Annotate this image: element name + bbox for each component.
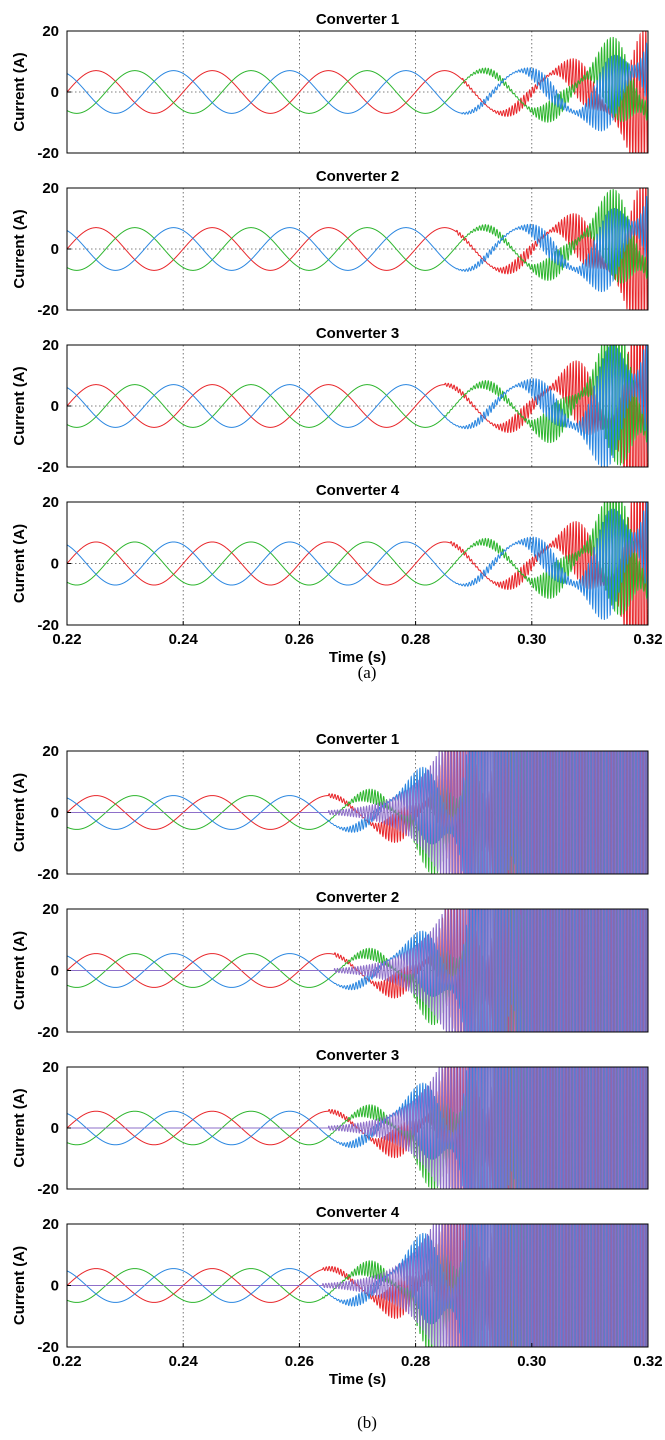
y-tick-label: -20 xyxy=(37,1024,59,1041)
y-tick-label: 0 xyxy=(51,1278,59,1295)
series-line xyxy=(67,31,648,153)
series-line xyxy=(67,189,648,284)
chart-panel: Converter 1 20 0 -20 Current (A) xyxy=(11,731,649,883)
y-axis-label: Current (A) xyxy=(11,931,28,1010)
y-axis-label: Current (A) xyxy=(11,209,28,288)
y-tick-label: -20 xyxy=(37,145,59,162)
panels: Converter 1 20 0 -20 Current (A) Converter 2 2… xyxy=(11,11,663,1388)
y-tick-label: 20 xyxy=(42,494,59,511)
series-line xyxy=(67,42,648,132)
series-line xyxy=(67,909,648,1032)
y-axis-label: Current (A) xyxy=(11,366,28,445)
x-tick-label: 0.28 xyxy=(401,1353,430,1370)
y-axis-label: Current (A) xyxy=(11,773,28,852)
series-line xyxy=(67,751,648,874)
x-axis-label: Time (s) xyxy=(329,649,386,666)
y-tick-label: 20 xyxy=(42,1059,59,1076)
series-line xyxy=(67,502,648,625)
y-tick-label: 0 xyxy=(51,84,59,101)
panel-title: Converter 4 xyxy=(316,1204,400,1221)
x-tick-label: 0.28 xyxy=(401,631,430,648)
y-tick-label: -20 xyxy=(37,1339,59,1356)
y-tick-label: 20 xyxy=(42,23,59,40)
x-tick-label: 0.22 xyxy=(52,1353,81,1370)
y-tick-label: 0 xyxy=(51,963,59,980)
series-line xyxy=(67,1067,648,1189)
y-tick-label: -20 xyxy=(37,617,59,634)
series-line xyxy=(67,1224,648,1347)
y-tick-label: 20 xyxy=(42,743,59,760)
y-axis-label: Current (A) xyxy=(11,1246,28,1325)
x-tick-label: 0.24 xyxy=(169,631,199,648)
y-tick-label: 20 xyxy=(42,1216,59,1233)
panel-title: Converter 1 xyxy=(316,731,399,748)
series-line xyxy=(67,751,648,874)
x-tick-label: 0.30 xyxy=(517,1353,546,1370)
x-tick-label: 0.32 xyxy=(633,631,662,648)
y-axis-label: Current (A) xyxy=(11,524,28,603)
panel-title: Converter 2 xyxy=(316,168,399,185)
y-tick-label: 20 xyxy=(42,901,59,918)
y-axis-label: Current (A) xyxy=(11,1088,28,1167)
y-tick-label: 20 xyxy=(42,180,59,197)
caption-b: (b) xyxy=(357,1413,377,1432)
y-tick-label: 0 xyxy=(51,556,59,573)
x-axis-label: Time (s) xyxy=(329,1371,386,1388)
y-tick-label: 0 xyxy=(51,398,59,415)
series-line xyxy=(67,345,648,467)
series-line xyxy=(67,502,648,621)
series-line xyxy=(67,909,648,1032)
chart-panel: Converter 3 20 0 -20 Current (A) xyxy=(11,1047,649,1198)
series-line xyxy=(67,1224,648,1347)
series-line xyxy=(67,1067,648,1189)
chart-panel: Converter 2 20 0 -20 Current (A) xyxy=(11,168,649,319)
series-line xyxy=(67,345,648,467)
chart-panel: Converter 2 20 0 -20 Current (A) xyxy=(11,889,649,1041)
y-axis-label: Current (A) xyxy=(11,52,28,131)
chart-panel: Converter 1 20 0 -20 Current (A) xyxy=(11,11,649,162)
panel-title: Converter 4 xyxy=(316,482,400,499)
panel-title: Converter 3 xyxy=(316,1047,399,1064)
x-tick-label: 0.26 xyxy=(285,1353,314,1370)
y-tick-label: -20 xyxy=(37,866,59,883)
y-tick-label: 20 xyxy=(42,337,59,354)
y-tick-label: -20 xyxy=(37,459,59,476)
x-tick-label: 0.30 xyxy=(517,631,546,648)
y-tick-label: 0 xyxy=(51,1120,59,1137)
series-line xyxy=(67,345,648,466)
y-tick-label: 0 xyxy=(51,241,59,258)
series-line xyxy=(67,36,648,123)
x-tick-label: 0.24 xyxy=(169,1353,199,1370)
panel-title: Converter 3 xyxy=(316,325,399,342)
y-tick-label: 0 xyxy=(51,805,59,822)
series-line xyxy=(67,195,648,293)
y-tick-label: -20 xyxy=(37,302,59,319)
panel-title: Converter 1 xyxy=(316,11,399,28)
panel-title: Converter 2 xyxy=(316,889,399,906)
chart-panel: Converter 4 20 0 -20 Current (A) 0.22 0.24 0.26… xyxy=(11,1204,663,1388)
series-line xyxy=(67,188,648,310)
x-tick-label: 0.32 xyxy=(633,1353,662,1370)
x-tick-label: 0.22 xyxy=(52,631,81,648)
chart-panel: Converter 4 20 0 -20 Current (A) 0.22 0.24 0.26… xyxy=(11,482,663,666)
chart-panel: Converter 3 20 0 -20 Current (A) xyxy=(11,325,649,476)
series-line xyxy=(67,502,648,616)
x-tick-label: 0.26 xyxy=(285,631,314,648)
y-tick-label: -20 xyxy=(37,1181,59,1198)
caption-a: (a) xyxy=(358,663,377,682)
